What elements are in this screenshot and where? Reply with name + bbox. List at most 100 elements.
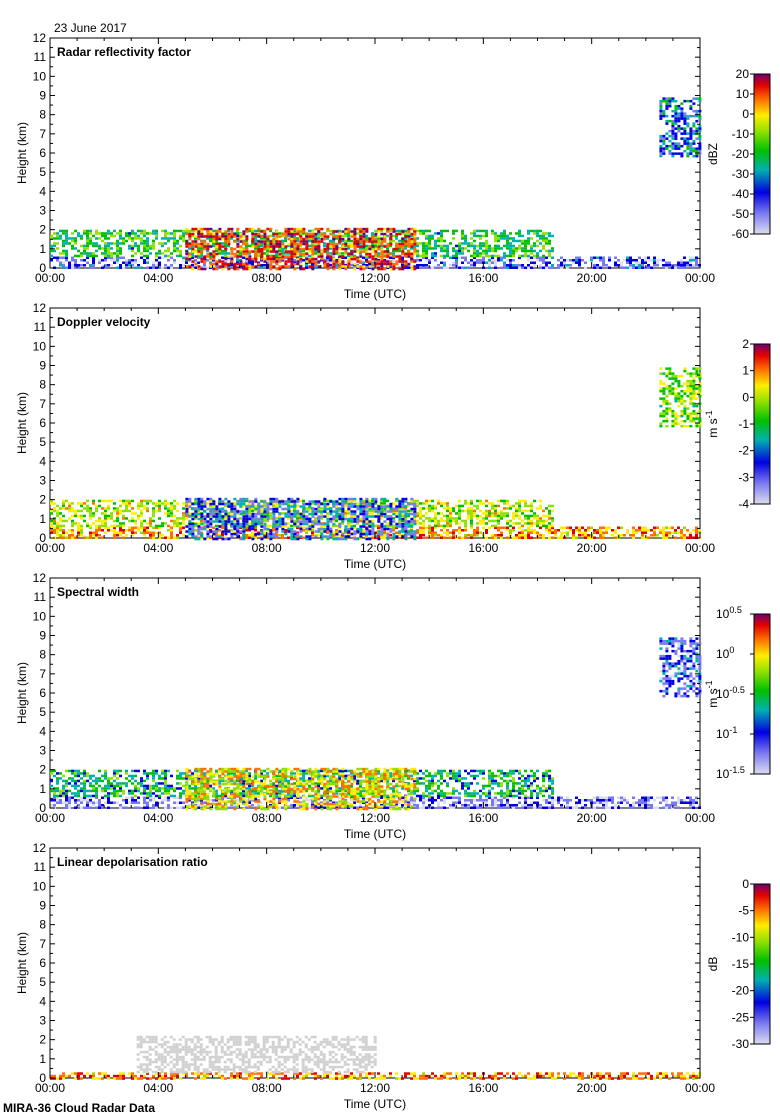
data-cell (221, 510, 225, 513)
data-cell (257, 261, 260, 264)
data-cell (293, 229, 296, 233)
data-cell (455, 256, 458, 259)
data-cell (323, 247, 327, 251)
data-cell (326, 525, 330, 528)
data-cell (284, 502, 288, 506)
data-cell (539, 242, 542, 245)
data-cell (689, 534, 692, 537)
data-cell (350, 522, 353, 525)
data-cell (593, 266, 596, 269)
data-cell (665, 536, 668, 539)
data-cell (146, 531, 149, 534)
data-cell (437, 534, 440, 537)
data-cell (89, 252, 92, 255)
data-cell (74, 254, 77, 258)
data-cell (341, 230, 345, 233)
data-cell (158, 524, 161, 528)
data-cell (401, 230, 405, 233)
data-cell (302, 515, 306, 518)
data-cell (392, 529, 395, 532)
data-cell (425, 259, 428, 262)
data-cell (71, 524, 74, 528)
data-cell (209, 237, 212, 240)
data-cell (431, 531, 434, 534)
data-cell (317, 230, 321, 233)
data-cell (434, 519, 437, 523)
data-cell (287, 265, 291, 268)
data-cell (386, 252, 390, 256)
data-cell (398, 512, 402, 516)
data-cell (278, 235, 282, 238)
data-cell (212, 512, 216, 516)
data-cell (335, 252, 338, 255)
data-cell (440, 232, 443, 235)
data-cell (77, 249, 80, 253)
data-cell (605, 526, 608, 529)
data-cell (299, 240, 303, 243)
data-cell (134, 531, 137, 534)
data-cell (224, 537, 228, 541)
data-cell (395, 507, 399, 511)
data-cell (470, 264, 473, 267)
data-cell (146, 522, 149, 525)
data-cell (374, 535, 378, 538)
data-cell (263, 230, 267, 233)
data-cell (167, 536, 170, 539)
data-cell (50, 531, 53, 534)
data-cell (311, 264, 314, 267)
data-cell (254, 242, 258, 246)
data-cell (485, 504, 488, 508)
data-cell (227, 530, 231, 533)
data-cell (341, 260, 345, 263)
data-cell (680, 112, 684, 115)
data-cell (245, 517, 249, 521)
data-cell (50, 502, 53, 505)
data-cell (494, 524, 497, 528)
data-cell (320, 522, 324, 526)
data-cell (170, 512, 173, 515)
data-cell (518, 536, 521, 539)
data-cell (242, 525, 246, 528)
data-cell (347, 530, 351, 533)
data-cell (671, 132, 675, 135)
data-cell (494, 249, 497, 253)
data-cell (209, 502, 213, 506)
data-cell (425, 254, 428, 258)
data-cell (56, 534, 59, 537)
data-cell (212, 504, 215, 508)
data-cell (602, 536, 605, 539)
data-cell (548, 232, 551, 235)
data-cell (62, 502, 65, 505)
data-cell (179, 517, 182, 520)
data-cell (266, 247, 269, 250)
data-cell (212, 515, 216, 518)
data-cell (527, 237, 530, 240)
data-cell (431, 507, 434, 510)
data-cell (296, 514, 299, 518)
data-cell (170, 266, 173, 269)
data-cell (527, 536, 530, 539)
data-cell (305, 264, 308, 267)
data-cell (188, 229, 191, 233)
data-cell (194, 502, 198, 506)
data-cell (311, 245, 315, 248)
data-cell (662, 526, 665, 529)
data-cell (290, 252, 294, 256)
data-cell (218, 252, 221, 255)
data-cell (404, 497, 408, 501)
data-cell (539, 504, 542, 508)
data-cell (353, 230, 357, 233)
x-tick-label: 12:00 (360, 271, 390, 285)
data-cell (488, 249, 491, 253)
data-cell (479, 519, 482, 523)
data-cell (476, 261, 479, 264)
data-cell (497, 522, 500, 525)
data-cell (392, 509, 395, 513)
data-cell (197, 230, 201, 233)
data-cell (347, 242, 351, 246)
data-cell (482, 234, 485, 238)
data-cell (161, 524, 164, 528)
data-cell (122, 242, 125, 245)
data-cell (173, 261, 176, 264)
data-cell (110, 499, 113, 503)
